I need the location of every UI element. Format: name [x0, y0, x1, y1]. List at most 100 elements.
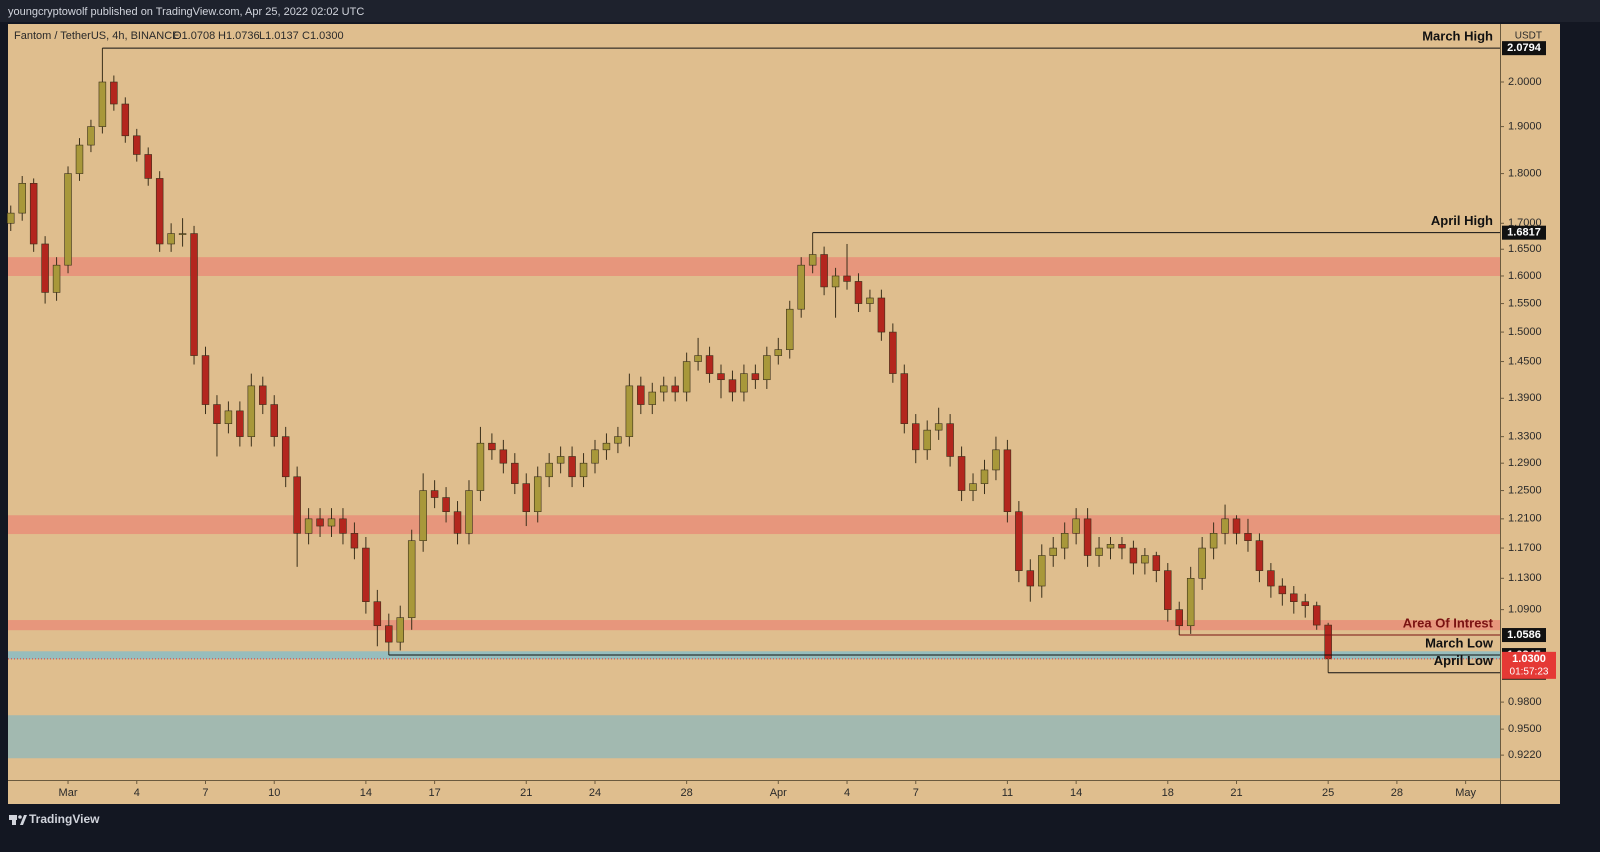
- price-tag: [1502, 225, 1546, 240]
- candle-body: [247, 385, 256, 437]
- candle: [579, 453, 588, 488]
- candle: [1278, 578, 1287, 606]
- ohlc-high: H1.0736: [218, 30, 260, 42]
- candle: [1083, 508, 1092, 567]
- candle-body: [201, 355, 210, 405]
- candle: [912, 414, 920, 464]
- candle-body: [705, 355, 714, 374]
- candle: [201, 346, 210, 415]
- candle: [1003, 439, 1012, 523]
- candle-body: [579, 462, 588, 478]
- candle: [522, 473, 530, 527]
- candle: [98, 48, 107, 134]
- candle-body: [591, 449, 599, 464]
- candle-body: [304, 518, 313, 534]
- candle-body: [1072, 518, 1080, 534]
- candle-body: [213, 404, 221, 424]
- logo-part: [20, 815, 27, 825]
- candle: [110, 75, 118, 111]
- candle-body: [1267, 570, 1275, 587]
- candle: [511, 453, 519, 495]
- candle-body: [316, 518, 324, 527]
- currency-label: USDT: [1515, 31, 1542, 42]
- candle: [717, 364, 725, 399]
- candle: [786, 300, 794, 359]
- footer: [0, 806, 1600, 852]
- price-tag-label: 2.0794: [1507, 42, 1542, 54]
- candle: [648, 382, 657, 415]
- candle-body: [923, 429, 931, 451]
- candle: [1301, 593, 1309, 618]
- candle: [1049, 536, 1057, 567]
- brand-name: TradingView: [29, 812, 100, 826]
- candle-body: [1106, 544, 1115, 549]
- candle: [407, 529, 416, 630]
- zone: [8, 715, 1500, 759]
- candle: [465, 480, 473, 545]
- candle-body: [87, 126, 95, 146]
- candle-body: [602, 442, 611, 451]
- y-tick-label: 1.3300: [1508, 431, 1542, 443]
- candle: [980, 459, 989, 495]
- candle-body: [178, 233, 187, 235]
- candle-body: [224, 410, 233, 424]
- candle: [430, 480, 439, 509]
- x-tick-label: Apr: [770, 787, 787, 799]
- ohlc-low: L1.0137: [259, 30, 299, 42]
- candle-body: [1038, 555, 1046, 587]
- candle-body: [820, 254, 828, 288]
- candle-body: [7, 212, 15, 224]
- x-tick-label: 24: [589, 787, 601, 799]
- candle-body: [774, 349, 783, 356]
- candle-body: [499, 449, 508, 464]
- candle-body: [1198, 547, 1206, 579]
- candle-body: [1312, 605, 1321, 626]
- x-tick-label: 11: [1002, 787, 1013, 799]
- candle: [694, 337, 702, 371]
- candle: [385, 613, 393, 656]
- candle: [1232, 515, 1241, 545]
- candle: [889, 323, 897, 383]
- candle: [820, 246, 828, 296]
- candle-body: [1244, 533, 1252, 541]
- x-tick-label: 28: [681, 787, 693, 799]
- price-tag: [1502, 41, 1546, 56]
- candle-body: [1175, 609, 1183, 627]
- y-tick-label: 0.9500: [1508, 723, 1542, 735]
- candle-body: [396, 617, 404, 643]
- candle: [1152, 551, 1161, 583]
- candle: [1026, 559, 1035, 602]
- candle: [877, 289, 886, 341]
- candle: [1244, 518, 1252, 552]
- zone: [8, 515, 1500, 535]
- candle: [591, 439, 599, 474]
- price-tag: [1502, 628, 1546, 643]
- candle-body: [1026, 570, 1035, 587]
- candle: [854, 273, 863, 313]
- level-label: April Low: [1434, 653, 1494, 668]
- candle: [808, 232, 817, 274]
- candle: [1312, 601, 1321, 630]
- candle: [75, 138, 84, 181]
- y-tick-label: 2.0000: [1508, 76, 1542, 88]
- y-tick-label: 1.5500: [1508, 297, 1542, 309]
- y-tick-label: 0.9220: [1508, 749, 1542, 761]
- candle: [763, 346, 771, 389]
- last-price-label: 1.0300: [1512, 653, 1546, 665]
- x-tick-label: 14: [360, 787, 372, 799]
- candle-body: [946, 423, 954, 457]
- candle-body: [1301, 601, 1309, 606]
- ohlc-open: O1.0708: [173, 30, 215, 42]
- candle-body: [1164, 570, 1172, 610]
- candle-body: [659, 385, 668, 393]
- x-tick-label: May: [1455, 787, 1476, 799]
- x-tick-label: Mar: [59, 787, 78, 799]
- candle: [957, 446, 966, 502]
- candle: [740, 364, 748, 402]
- candle-body: [327, 518, 336, 527]
- candle-body: [430, 490, 439, 498]
- candle-body: [694, 355, 702, 362]
- candle-body: [1290, 593, 1298, 602]
- candle: [87, 119, 95, 153]
- x-tick-label: 7: [202, 787, 208, 799]
